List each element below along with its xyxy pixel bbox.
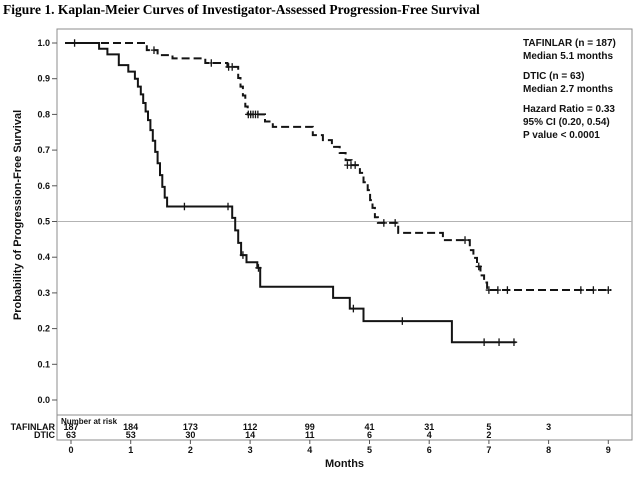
risk-value: 187 bbox=[63, 422, 78, 432]
risk-value: 112 bbox=[243, 422, 258, 432]
y-axis: 0.0 0.1 0.2 0.3 0.4 0.5 0.6 0.7 0.8 0.9 1.0 bbox=[37, 38, 57, 405]
risk-row-label: TAFINLAR bbox=[11, 422, 56, 432]
y-tick-label: 0.7 bbox=[37, 145, 50, 155]
y-tick-label: 1.0 bbox=[37, 38, 50, 48]
y-tick-label: 0.4 bbox=[37, 252, 50, 262]
y-tick-label: 0.3 bbox=[37, 288, 50, 298]
risk-value: 4 bbox=[427, 430, 432, 440]
risk-value: 2 bbox=[486, 430, 491, 440]
x-tick-label: 8 bbox=[546, 445, 551, 455]
x-tick-label: 1 bbox=[128, 445, 133, 455]
x-tick-label: 6 bbox=[427, 445, 432, 455]
x-tick-label: 5 bbox=[367, 445, 372, 455]
legend: TAFINLAR (n = 187) Median 5.1 months DTIC … bbox=[523, 38, 616, 141]
x-axis-title: Months bbox=[325, 458, 364, 470]
y-axis-title: Probability of Progression-Free Survival bbox=[12, 110, 24, 320]
curve-dtic bbox=[65, 42, 518, 346]
censor-marks-tafinlar bbox=[71, 39, 612, 294]
risk-value: 14 bbox=[245, 430, 255, 440]
risk-value: 53 bbox=[126, 430, 136, 440]
censor-marks-dtic bbox=[181, 202, 518, 346]
legend-line: Hazard Ratio = 0.33 bbox=[523, 104, 615, 115]
risk-value: 184 bbox=[123, 422, 138, 432]
risk-value: 63 bbox=[66, 430, 76, 440]
legend-line: DTIC (n = 63) bbox=[523, 71, 584, 82]
x-tick-label: 2 bbox=[188, 445, 193, 455]
curve-tafinlar bbox=[65, 39, 612, 294]
risk-value: 11 bbox=[305, 430, 315, 440]
y-tick-label: 0.6 bbox=[37, 181, 50, 191]
figure-title: Figure 1. Kaplan-Meier Curves of Investi… bbox=[3, 2, 480, 17]
risk-value: 30 bbox=[185, 430, 195, 440]
y-tick-label: 0.1 bbox=[37, 359, 50, 369]
risk-value: 6 bbox=[367, 430, 372, 440]
km-line-tafinlar bbox=[65, 42, 612, 291]
risk-row-label: DTIC bbox=[34, 430, 55, 440]
risk-value: 3 bbox=[546, 422, 551, 432]
risk-value: 5 bbox=[486, 422, 491, 432]
legend-line: Median 2.7 months bbox=[523, 84, 613, 95]
risk-value: 41 bbox=[364, 422, 374, 432]
risk-value: 31 bbox=[424, 422, 434, 432]
x-axis: 0 1 2 3 4 5 6 7 8 9 bbox=[68, 440, 611, 455]
km-line-dtic bbox=[65, 42, 516, 344]
risk-value: 99 bbox=[305, 422, 315, 432]
legend-line: 95% CI (0.20, 0.54) bbox=[523, 117, 610, 128]
risk-value: 173 bbox=[183, 422, 198, 432]
y-tick-label: 0.8 bbox=[37, 109, 50, 119]
legend-line: Median 5.1 months bbox=[523, 51, 613, 62]
legend-line: TAFINLAR (n = 187) bbox=[523, 38, 616, 49]
x-tick-label: 7 bbox=[486, 445, 491, 455]
y-tick-label: 0.9 bbox=[37, 74, 50, 84]
y-tick-label: 0.2 bbox=[37, 324, 50, 334]
y-tick-label: 0.0 bbox=[37, 395, 50, 405]
legend-line: P value < 0.0001 bbox=[523, 130, 600, 141]
risk-table-label: Number at risk bbox=[61, 417, 118, 426]
y-tick-label: 0.5 bbox=[37, 217, 50, 227]
x-tick-label: 4 bbox=[307, 445, 312, 455]
x-tick-label: 0 bbox=[68, 445, 73, 455]
x-tick-label: 3 bbox=[248, 445, 253, 455]
x-tick-label: 9 bbox=[606, 445, 611, 455]
